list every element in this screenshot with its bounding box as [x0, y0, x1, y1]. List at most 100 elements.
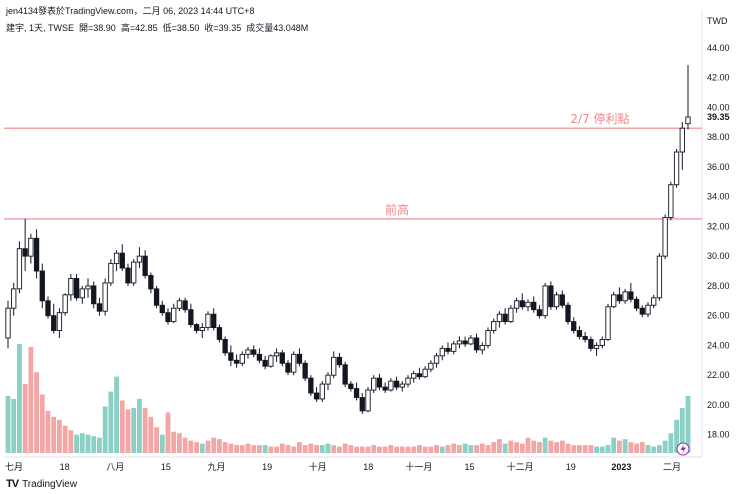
volume-bar: [177, 433, 182, 453]
volume-bar: [348, 445, 354, 453]
candle-down: [222, 339, 228, 354]
volume-bar: [331, 445, 337, 453]
volume-bar: [582, 445, 588, 453]
candle-down: [348, 383, 354, 390]
volume-bar: [605, 445, 611, 453]
volume-bar: [291, 446, 297, 453]
volume-bar: [639, 442, 645, 453]
y-tick-label: 44.00: [707, 43, 730, 53]
volume-bar: [359, 446, 365, 453]
candle-up: [108, 263, 114, 284]
candle-down: [313, 392, 320, 400]
volume-bar: [577, 445, 582, 453]
candle-up: [433, 355, 440, 364]
volume-bar: [205, 440, 211, 453]
candle-up: [679, 127, 685, 153]
volume-bar: [239, 445, 245, 453]
volume-bar: [662, 440, 668, 453]
y-tick-label: 24.00: [707, 340, 730, 350]
candle-down: [33, 237, 40, 272]
close-label: 收=39.35: [204, 23, 242, 33]
candle-up: [622, 291, 628, 302]
volume-bar: [611, 437, 617, 453]
volume-bar: [268, 446, 274, 453]
candle-down: [342, 364, 348, 385]
lightning-icon-bolt: [680, 444, 686, 454]
x-tick-label: 15: [465, 462, 475, 472]
volume-bar: [617, 440, 622, 453]
volume-bar: [194, 442, 199, 453]
y-tick-label: 30.00: [707, 251, 730, 261]
volume-bar: [45, 410, 51, 453]
candle-down: [45, 300, 51, 317]
volume-bar: [257, 445, 262, 453]
volume-bar: [399, 446, 405, 453]
candle-up: [102, 282, 108, 312]
tradingview-logo-icon: TV: [6, 478, 19, 490]
candle-up: [656, 255, 663, 299]
candle-up: [479, 344, 485, 351]
volume-bar: [11, 398, 17, 453]
candle-down: [382, 386, 388, 391]
candle-down: [51, 315, 57, 331]
last-price-box: [703, 111, 737, 124]
volume-bar: [182, 437, 188, 453]
candle-up: [365, 389, 371, 412]
y-tick-label: 40.00: [707, 102, 730, 112]
x-tick-label: 十一月: [405, 461, 432, 472]
volume-bar: [514, 442, 519, 453]
volume-bar: [17, 343, 22, 453]
candle-up: [645, 304, 651, 315]
volume-bar: [497, 439, 502, 453]
volume-bar: [554, 442, 559, 453]
volume-bar: [588, 445, 594, 453]
volume-bar: [365, 446, 371, 453]
volume-bar: [279, 443, 285, 453]
candle-up: [611, 294, 617, 308]
volume-bar: [405, 446, 411, 453]
volume-bar: [388, 445, 394, 453]
x-tick-label: 19: [262, 462, 272, 472]
candle-up: [411, 373, 417, 379]
volume-bar: [508, 440, 514, 453]
candle-down: [616, 294, 623, 302]
y-tick-label: 28.00: [707, 281, 730, 291]
candle-down: [251, 349, 257, 355]
volume-bar: [97, 437, 102, 453]
candle-up: [56, 312, 63, 331]
x-tick-label: 19: [566, 462, 576, 472]
volume-bar: [502, 443, 508, 453]
volume-bar: [394, 446, 399, 453]
candle-up: [685, 116, 691, 125]
volume-bar: [377, 446, 382, 453]
candle-down: [228, 352, 234, 361]
candle-up: [85, 285, 91, 290]
candle-up: [205, 313, 211, 329]
volume-bar: [228, 443, 234, 453]
volume-bar: [354, 446, 359, 453]
candle-up: [405, 377, 411, 385]
candle-up: [662, 217, 668, 257]
candle-down: [211, 313, 217, 329]
candle-down: [633, 298, 640, 309]
candle-down: [308, 377, 314, 394]
symbol-info: 建宇, 1天, TWSE 開=38.90 高=42.85 低=38.50 收=3…: [6, 21, 308, 34]
volume-bar: [171, 431, 177, 453]
candle-down: [73, 278, 80, 299]
x-tick-label: 15: [161, 462, 171, 472]
volume-bar: [542, 437, 548, 453]
volume-bar: [571, 445, 577, 453]
x-tick-label: 二月: [663, 462, 681, 472]
footer-brand[interactable]: TV TradingView: [6, 478, 77, 490]
candle-down: [565, 304, 571, 323]
candle-down: [519, 300, 525, 308]
grid-layer: [4, 10, 703, 458]
volume-bar: [302, 445, 308, 453]
candle-down: [188, 309, 194, 326]
volume-bar: [537, 442, 542, 453]
candle-up: [673, 151, 680, 186]
candle-up: [496, 313, 503, 323]
volume-bar: [434, 445, 439, 453]
candle-down: [473, 337, 480, 351]
